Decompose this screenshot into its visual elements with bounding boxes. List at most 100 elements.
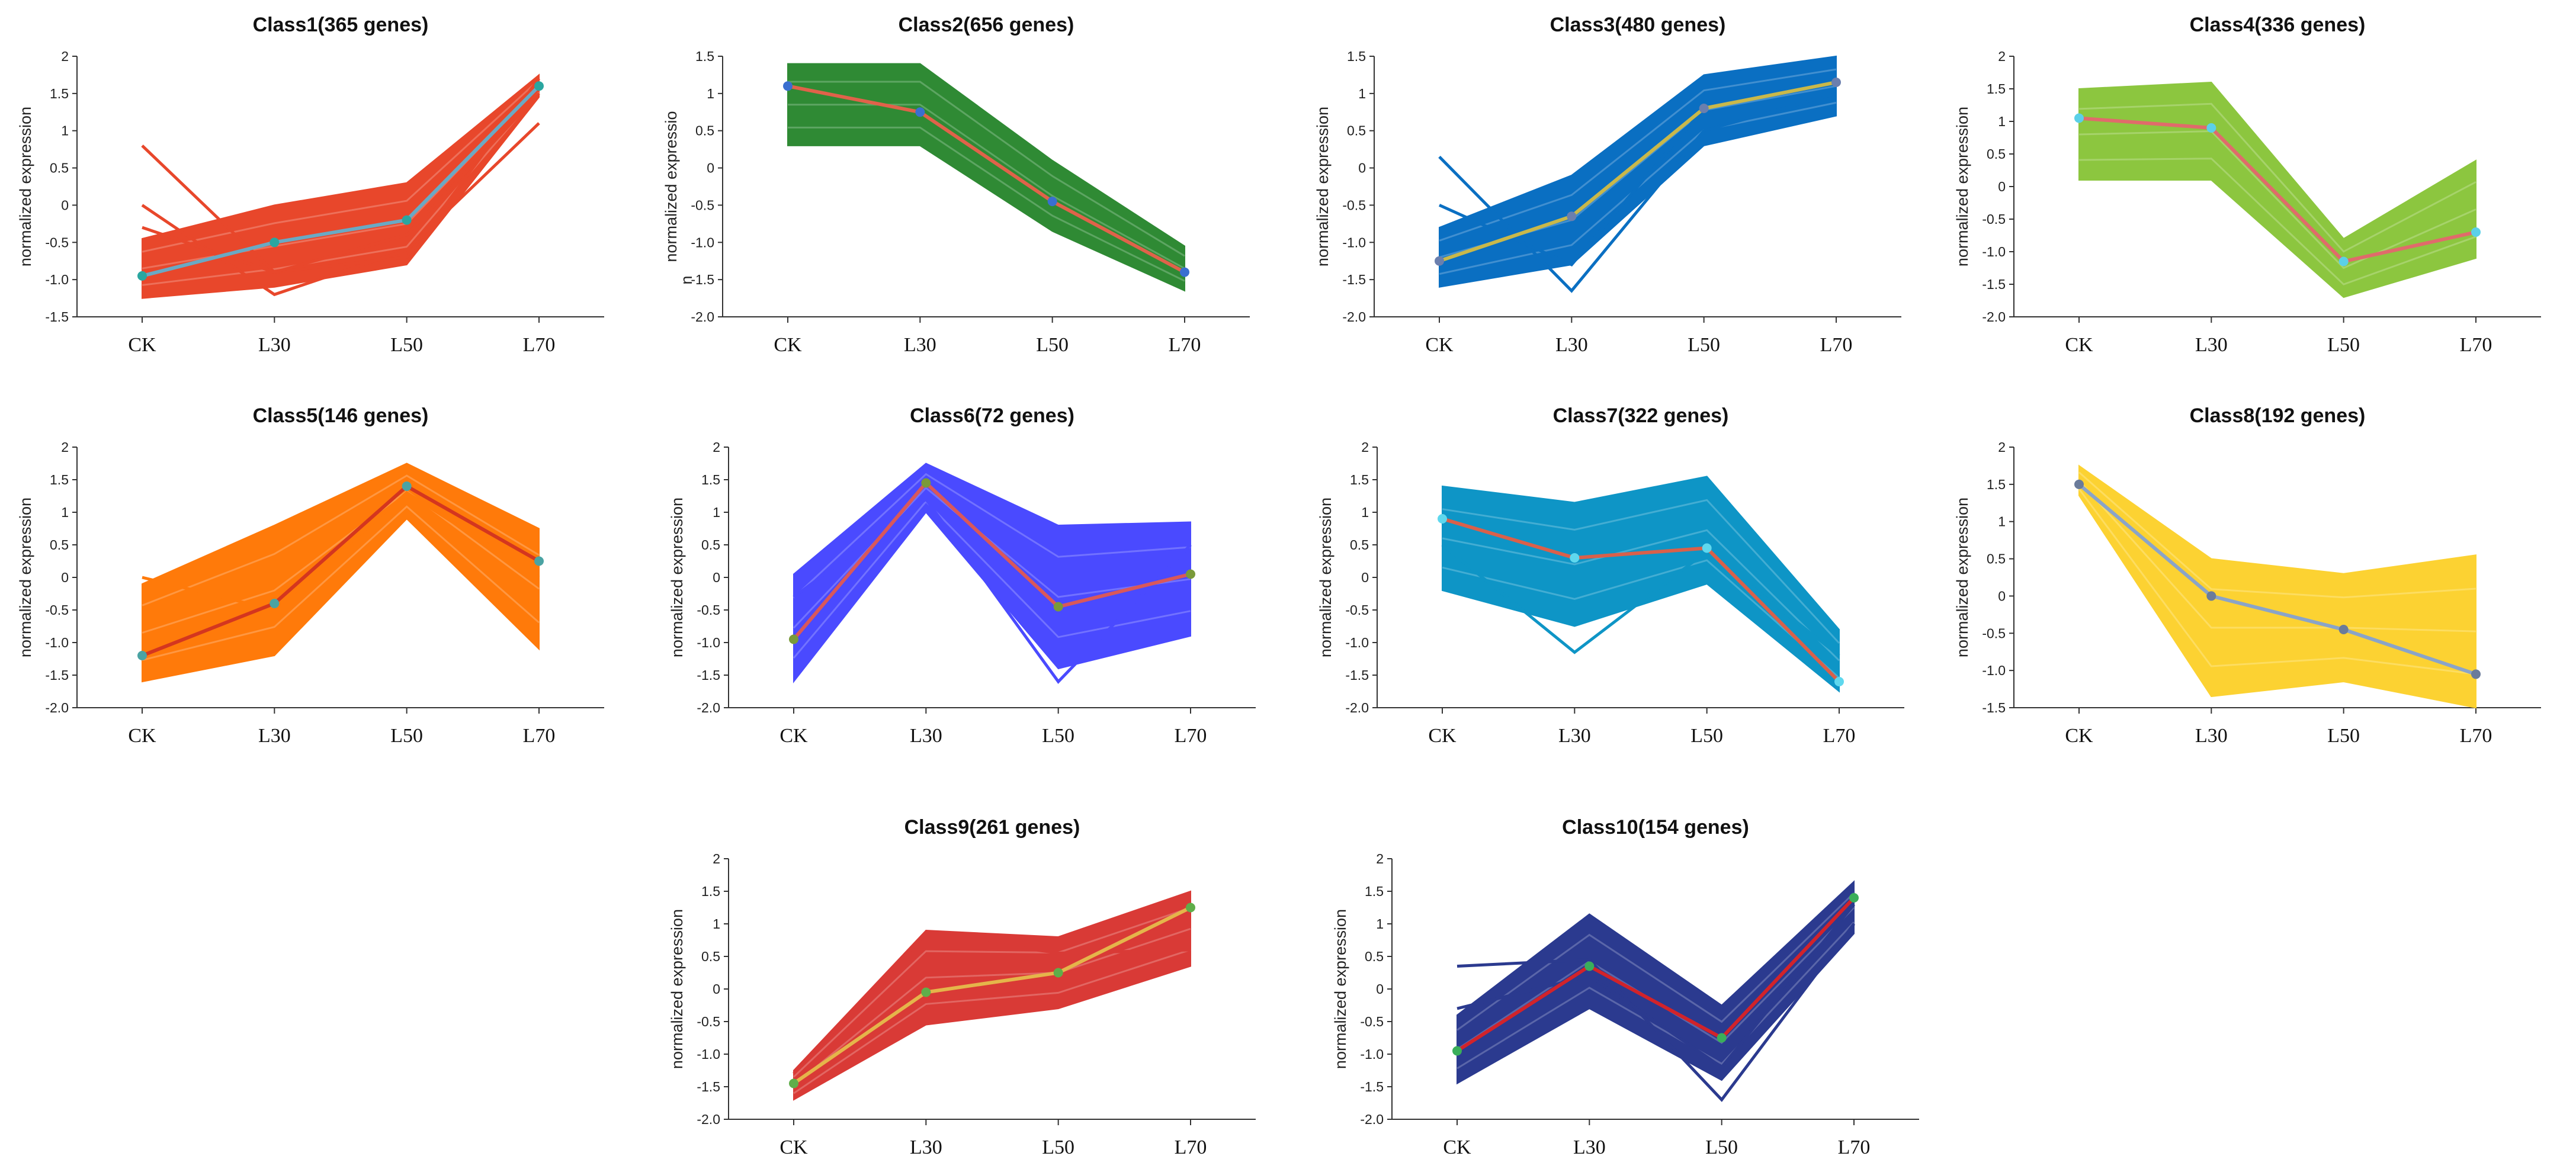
y-tick-label: -1.0 — [691, 235, 714, 250]
y-tick-label: 2 — [713, 851, 720, 866]
x-tick-label: L50 — [390, 725, 423, 747]
x-tick-label: L50 — [2327, 334, 2360, 356]
y-tick-label: -1.5 — [691, 272, 714, 287]
y-axis-label: normalized expression — [1314, 107, 1332, 266]
y-tick-label: 1.5 — [1987, 477, 2006, 492]
y-tick-label: -2.0 — [1345, 700, 1369, 715]
x-tick-label: L50 — [2327, 725, 2360, 747]
gene-profile-line — [793, 949, 1191, 1094]
mean-point — [2074, 113, 2084, 123]
y-axis-label: normalized expression — [668, 909, 686, 1069]
y-tick-label: -1.0 — [1342, 235, 1366, 250]
x-tick-label: L50 — [390, 334, 423, 356]
mean-point — [402, 481, 412, 491]
y-tick-label: 2 — [713, 439, 720, 455]
y-axis-label-wrap: n — [678, 275, 695, 284]
x-tick-label: CK — [1428, 725, 1457, 747]
x-tick-label: CK — [779, 725, 808, 747]
mean-point — [2338, 256, 2349, 266]
mean-line — [1456, 896, 1856, 1053]
y-tick-label: 2 — [61, 49, 69, 64]
panel-title: Class4(336 genes) — [2190, 14, 2366, 36]
y-tick-label: 0 — [713, 981, 720, 997]
y-tick-label: 1 — [1361, 505, 1369, 520]
y-tick-label: 0.5 — [695, 123, 714, 139]
y-tick-label: 0.5 — [50, 537, 69, 553]
x-tick-label: L50 — [1042, 725, 1074, 747]
y-tick-label: -1.5 — [697, 667, 720, 683]
y-tick-label: -1.0 — [45, 272, 69, 287]
x-tick-label: L30 — [910, 1136, 942, 1156]
y-tick-label: 1 — [1358, 86, 1366, 101]
mean-line — [1442, 517, 1841, 683]
gene-profile-line — [1442, 499, 1840, 644]
mean-point — [137, 651, 147, 660]
gene-profile-line — [1441, 544, 1840, 657]
x-tick-label: CK — [779, 1136, 808, 1156]
mean-line — [2078, 483, 2476, 676]
mean-point — [137, 271, 147, 281]
y-tick-label: -0.5 — [45, 602, 69, 618]
y-axis-label: normalized expression — [1953, 107, 1971, 266]
mean-point — [1831, 78, 1841, 87]
x-tick-label: L30 — [910, 725, 942, 747]
panel-class7: Class7(322 genes) normalized expression -2… — [1317, 404, 1904, 747]
gene-profile-line — [793, 932, 1191, 1075]
y-tick-label: 1.5 — [695, 49, 714, 64]
gene-profile-line — [142, 92, 540, 274]
gene-profile-band — [2078, 81, 2476, 298]
y-tick-label: -2.0 — [697, 700, 720, 715]
y-tick-label: 0.5 — [1987, 551, 2006, 567]
y-tick-label: -1.5 — [1342, 272, 1366, 287]
mean-point — [2471, 227, 2481, 237]
y-tick-label: 0 — [707, 160, 714, 176]
gene-profile-line — [793, 500, 1191, 659]
y-tick-label: -1.0 — [45, 635, 69, 650]
y-tick-label: -2.0 — [691, 309, 714, 325]
panel-title: Class9(261 genes) — [904, 816, 1080, 839]
x-tick-label: CK — [1443, 1136, 1471, 1156]
y-axis-label: normalized expression — [17, 497, 34, 657]
y-tick-label: -0.5 — [697, 1014, 720, 1029]
y-tick-label: 0 — [1361, 570, 1369, 585]
panel-title: Class7(322 genes) — [1553, 404, 1729, 427]
y-tick-label: -2.0 — [1982, 309, 2006, 325]
y-tick-label: 0.5 — [1347, 123, 1366, 139]
gene-profile-line — [1438, 92, 1837, 293]
gene-profile-band — [1442, 476, 1840, 693]
y-tick-label: 0 — [61, 197, 69, 213]
y-tick-label: -2.0 — [1342, 309, 1366, 325]
y-tick-label: 1.5 — [50, 472, 69, 487]
y-tick-label: -0.5 — [1342, 197, 1366, 213]
y-axis-label: normalized expression — [1317, 497, 1334, 657]
gene-profile-line — [2078, 480, 2476, 632]
y-tick-label: 1.5 — [50, 86, 69, 101]
y-tick-label: 2 — [1998, 439, 2006, 455]
y-tick-label: -1.0 — [1360, 1046, 1384, 1062]
y-tick-label: 2 — [1361, 439, 1369, 455]
x-tick-label: CK — [774, 334, 802, 356]
y-tick-label: 1 — [1998, 114, 2006, 129]
y-tick-label: 2 — [1376, 851, 1384, 866]
x-tick-label: L30 — [2195, 334, 2228, 356]
mean-point — [402, 215, 412, 225]
x-tick-label: L70 — [1169, 334, 1201, 356]
gene-profile-line — [142, 505, 540, 662]
x-tick-label: L30 — [258, 334, 291, 356]
y-tick-label: 1 — [61, 123, 69, 139]
mean-point — [1452, 1046, 1462, 1056]
y-tick-label: -0.5 — [1345, 602, 1369, 618]
panel-title: Class3(480 genes) — [1550, 14, 1726, 36]
y-tick-label: -2.0 — [1360, 1112, 1384, 1127]
y-tick-label: -2.0 — [45, 700, 69, 715]
gene-profile-line — [1457, 892, 1855, 1031]
mean-point — [921, 987, 931, 997]
mean-point — [534, 81, 544, 91]
y-tick-label: 0 — [1376, 981, 1384, 997]
y-axis-label: normalized expression — [668, 497, 686, 657]
gene-profile-band — [787, 63, 1185, 292]
mean-point — [1567, 211, 1577, 221]
mean-point — [1699, 104, 1709, 113]
x-tick-label: L30 — [258, 725, 291, 747]
gene-profile-line — [1439, 68, 1837, 242]
